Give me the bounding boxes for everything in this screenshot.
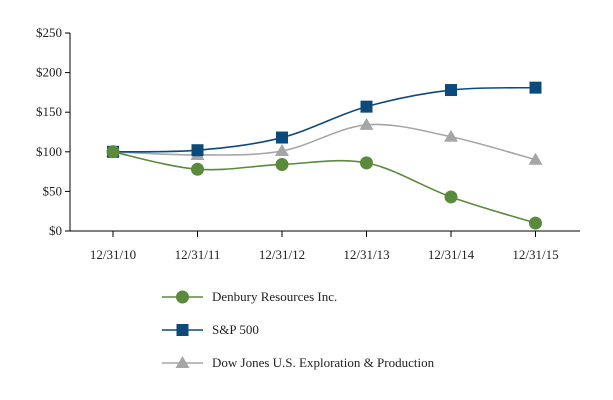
- series-line-1: [112, 86, 536, 153]
- x-tick-label: 12/31/11: [175, 247, 221, 262]
- x-tick-label: 12/31/13: [343, 247, 389, 262]
- data-point-series-1: [445, 84, 457, 97]
- legend-marker: [176, 324, 189, 336]
- chart-series-lines: [112, 86, 536, 224]
- chart-axes: $0 $50 $100 $150 $200 $250 12/31/10 12/31/11 12/…: [36, 25, 580, 262]
- data-point-series-0: [360, 156, 373, 170]
- x-tick-label: 12/31/10: [90, 247, 136, 262]
- legend-label: Denbury Resources Inc.: [212, 289, 337, 304]
- y-tick-label: $100: [36, 144, 62, 159]
- legend-item: Dow Jones U.S. Exploration & Production: [162, 355, 435, 370]
- legend-marker: [175, 356, 190, 368]
- legend-label: S&P 500: [212, 322, 259, 337]
- chart-series-markers: [106, 81, 543, 230]
- data-point-series-2: [275, 144, 289, 157]
- y-tick-label: $250: [36, 25, 62, 40]
- legend-item: S&P 500: [162, 322, 259, 337]
- legend-item: Denbury Resources Inc.: [162, 289, 337, 304]
- data-point-series-2: [528, 152, 543, 165]
- chart-legend: Denbury Resources Inc. S&P 500 Dow Jones U…: [162, 289, 435, 370]
- y-tick-label: $200: [36, 65, 62, 80]
- data-point-series-1: [191, 144, 204, 157]
- data-point-series-0: [106, 145, 120, 159]
- x-tick-label: 12/31/15: [512, 247, 558, 262]
- legend-label: Dow Jones U.S. Exploration & Production: [212, 355, 435, 370]
- data-point-series-2: [359, 117, 374, 130]
- y-tick-label: $50: [43, 183, 63, 198]
- data-point-series-0: [444, 190, 458, 204]
- data-point-series-0: [191, 162, 204, 176]
- data-point-series-1: [529, 81, 542, 94]
- data-point-series-1: [276, 131, 288, 144]
- data-point-series-2: [444, 129, 458, 142]
- data-point-series-1: [360, 100, 373, 113]
- data-point-series-0: [529, 216, 542, 230]
- y-tick-label: $0: [49, 223, 62, 238]
- data-point-series-0: [275, 157, 289, 171]
- x-tick-label: 12/31/12: [259, 247, 305, 262]
- series-line-2: [112, 123, 536, 161]
- y-tick-label: $150: [36, 104, 62, 119]
- legend-marker: [176, 290, 189, 304]
- series-line-0: [112, 151, 536, 224]
- x-tick-label: 12/31/14: [428, 247, 475, 262]
